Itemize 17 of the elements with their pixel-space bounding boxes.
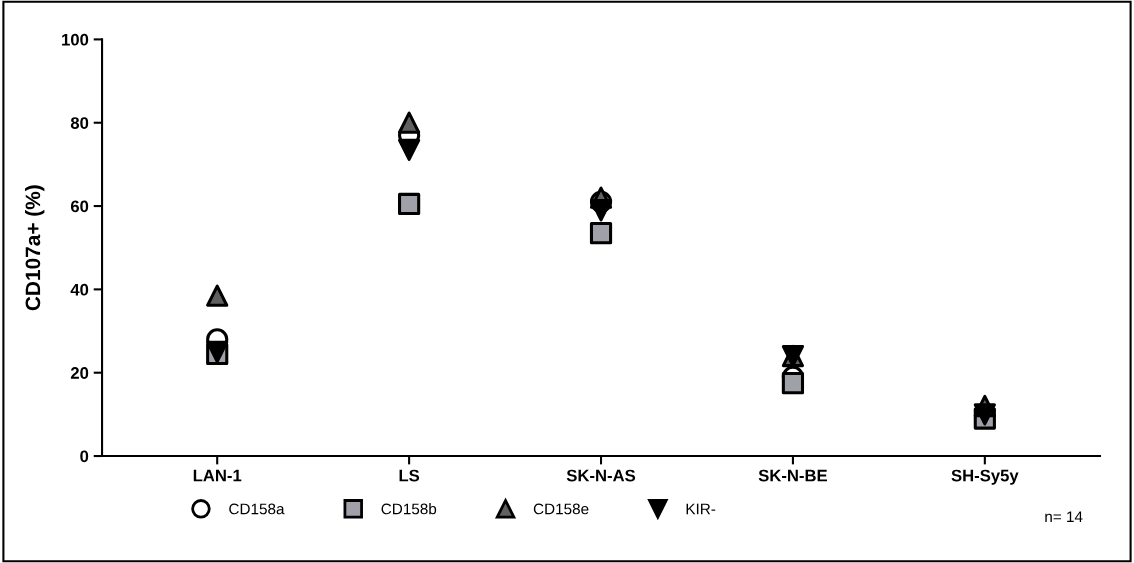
y-axis-title: CD107a+ (%) [24,185,45,311]
x-tick-label: SH-Sy5y [951,469,1019,485]
x-tick-label: SK-N-AS [566,469,636,482]
x-tick-label: LAN-1 [193,469,242,482]
y-tick-label: 60 [70,200,89,213]
legend-label: CD158b [381,503,437,515]
y-tick-label: 0 [80,450,89,463]
y-tick-label: 80 [70,117,89,129]
x-tick-label: LS [399,469,420,482]
legend-label: CD158e [533,503,589,515]
y-tick-label: 20 [70,367,89,379]
y-tick-label: 100 [62,33,89,46]
text: n= 14 [1045,511,1083,522]
legend-label: KIR- [686,503,716,515]
y-tick-label: 40 [70,283,89,296]
legend-label: CD158a [229,503,285,515]
x-tick-label: SK-N-BE [758,469,827,482]
